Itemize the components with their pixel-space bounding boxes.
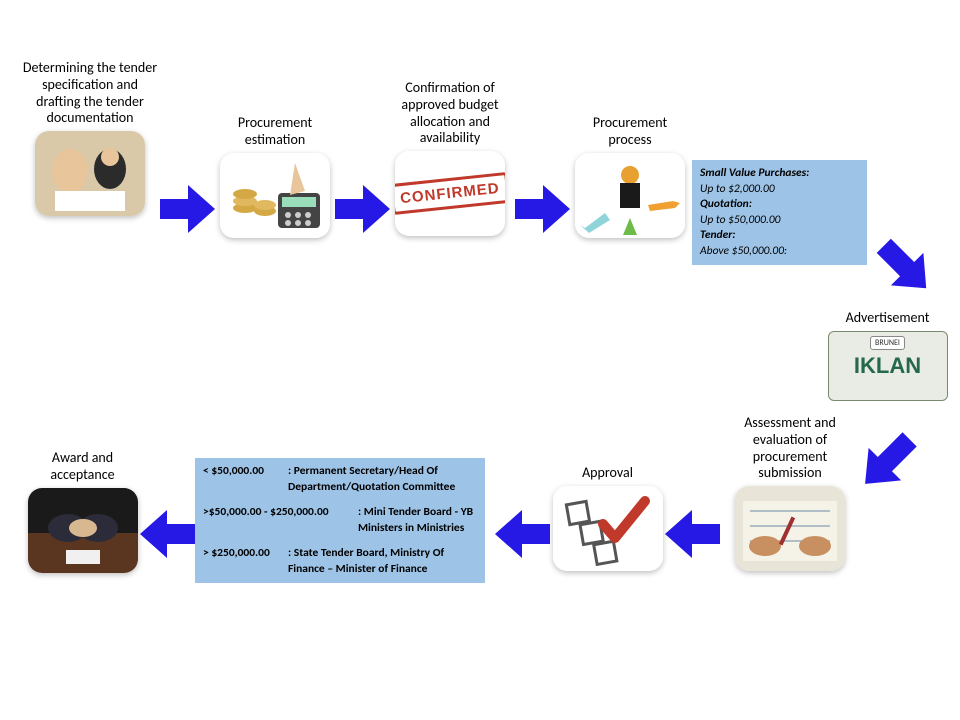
info1-h2: Quotation: — [700, 197, 752, 211]
step-image — [735, 486, 845, 571]
arrow-right-2 — [335, 185, 390, 233]
step-advertisement: Advertisement BRUNEI IKLAN — [820, 310, 955, 401]
info2-b1: : Permanent Secretary/Head Of Department… — [288, 464, 477, 495]
step-image: BRUNEI IKLAN — [828, 331, 948, 401]
step-confirmation: Confirmation of approved budget allocati… — [385, 80, 515, 236]
step-approval: Approval — [550, 465, 665, 571]
arrow-right-1 — [160, 185, 215, 233]
step-image: CONFIRMED — [395, 151, 505, 236]
step-label: Assessment and evaluation of procurement… — [720, 415, 860, 482]
step-label: Advertisement — [820, 310, 955, 327]
info1-v1: Up to $2,000.00 — [700, 182, 859, 198]
step-label: Confirmation of approved budget allocati… — [385, 80, 515, 147]
step-image — [553, 486, 663, 571]
info2-b3: : State Tender Board, Ministry Of Financ… — [288, 546, 477, 577]
step-award: Award and acceptance — [25, 450, 140, 573]
info1-h3: Tender: — [700, 228, 735, 242]
advert-brand: BRUNEI — [870, 336, 905, 350]
thresholds-box-1: Small Value Purchases: Up to $2,000.00 Q… — [692, 160, 867, 265]
advert-text: IKLAN — [854, 353, 921, 379]
info2-t2: >$50,000.00 - $250,000.00 — [203, 505, 358, 536]
confirmed-stamp: CONFIRMED — [395, 172, 505, 215]
arrow-left-2 — [495, 510, 550, 558]
step-process: Procurement process — [570, 115, 690, 238]
step-image — [28, 488, 138, 573]
info2-b2: : Mini Tender Board - YB Ministers in Mi… — [358, 505, 477, 536]
step-label: Procurement estimation — [215, 115, 335, 149]
thresholds-box-2: < $50,000.00 : Permanent Secretary/Head … — [195, 458, 485, 583]
step-image — [35, 131, 145, 216]
step-tender-spec: Determining the tender specification and… — [20, 60, 160, 216]
step-image — [575, 153, 685, 238]
info1-v3: Above $50,000.00: — [700, 244, 859, 260]
arrow-right-3 — [515, 185, 570, 233]
step-label: Approval — [550, 465, 665, 482]
step-estimation: Procurement estimation — [215, 115, 335, 238]
arrow-diag-2 — [850, 425, 925, 500]
step-label: Determining the tender specification and… — [20, 60, 160, 127]
info2-t3: > $250,000.00 — [203, 546, 288, 577]
step-image — [220, 153, 330, 238]
step-assessment: Assessment and evaluation of procurement… — [720, 415, 860, 571]
arrow-diag-1 — [870, 232, 940, 302]
arrow-left-1 — [665, 510, 720, 558]
step-label: Award and acceptance — [25, 450, 140, 484]
info2-t1: < $50,000.00 — [203, 464, 288, 495]
arrow-left-3 — [140, 510, 195, 558]
info1-v2: Up to $50,000.00 — [700, 213, 859, 229]
step-label: Procurement process — [570, 115, 690, 149]
info1-h1: Small Value Purchases: — [700, 166, 809, 180]
